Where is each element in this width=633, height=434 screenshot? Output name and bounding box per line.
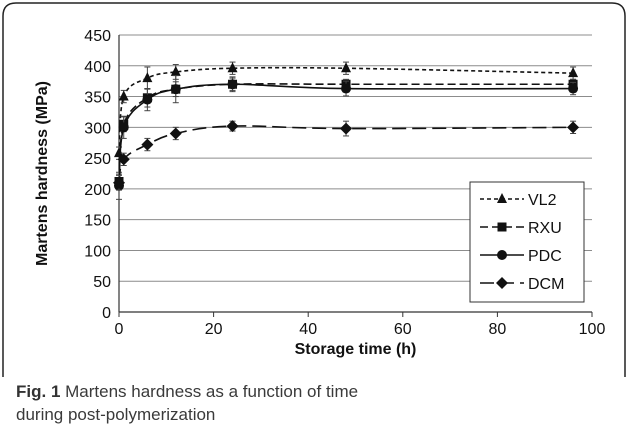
data-point bbox=[169, 127, 182, 140]
legend-box bbox=[469, 181, 585, 303]
data-point bbox=[113, 176, 125, 189]
data-point bbox=[341, 83, 352, 94]
figure-frame: 0 50 100 150 200 250 300 350 400 450 0 20 40 60 80 100 … bbox=[2, 2, 628, 430]
y-tick-label: 200 bbox=[84, 182, 111, 199]
series-line bbox=[118, 66, 574, 154]
data-point bbox=[117, 153, 130, 166]
x-tick-label: 40 bbox=[299, 321, 317, 338]
y-axis-title: Martens hardness (MPa) bbox=[34, 81, 51, 266]
y-tick-label: 50 bbox=[93, 274, 111, 291]
data-point bbox=[227, 79, 238, 90]
data-point bbox=[341, 62, 352, 73]
x-tick-label: 20 bbox=[205, 321, 223, 338]
series-vl2 bbox=[114, 61, 579, 160]
legend-marker bbox=[496, 277, 508, 289]
tick-labels: 0 50 100 150 200 250 300 350 400 450 0 20 40 60 80 100 bbox=[84, 28, 605, 338]
y-tick-label: 250 bbox=[84, 151, 111, 168]
x-tick-label: 80 bbox=[489, 321, 507, 338]
data-point bbox=[568, 67, 579, 78]
data-point bbox=[568, 83, 579, 94]
data-point bbox=[170, 84, 181, 95]
y-tick-label: 450 bbox=[84, 28, 111, 45]
legend: VL2 RXU PDC DCM bbox=[469, 181, 585, 303]
legend-label: DCM bbox=[528, 276, 564, 293]
data-point bbox=[118, 90, 129, 101]
data-point bbox=[114, 147, 124, 158]
legend-label: PDC bbox=[528, 248, 562, 265]
x-tick-label: 100 bbox=[579, 321, 606, 338]
grid bbox=[119, 34, 592, 282]
data-point bbox=[141, 138, 154, 151]
x-tick-label: 60 bbox=[394, 321, 412, 338]
data-point bbox=[226, 120, 239, 133]
legend-marker bbox=[497, 250, 507, 260]
data-point bbox=[567, 121, 580, 134]
series-pdc bbox=[114, 75, 579, 200]
figure-caption: Fig. 1 Martens hardness as a function of… bbox=[16, 380, 376, 426]
y-tick-label: 350 bbox=[84, 90, 111, 107]
data-point bbox=[118, 122, 129, 133]
data-point bbox=[142, 94, 153, 105]
series-layer bbox=[113, 61, 580, 200]
legend-label: VL2 bbox=[528, 192, 557, 209]
y-tick-label: 300 bbox=[84, 120, 111, 137]
x-axis-title: Storage time (h) bbox=[295, 341, 417, 358]
legend-marker bbox=[497, 222, 507, 232]
y-tick-label: 100 bbox=[84, 243, 111, 260]
caption-text: Martens hardness as a function of time d… bbox=[16, 382, 359, 424]
data-point bbox=[142, 72, 153, 83]
data-point bbox=[227, 62, 238, 73]
caption-label: Fig. 1 bbox=[16, 382, 61, 401]
series-dcm bbox=[113, 120, 580, 191]
figure-border bbox=[2, 2, 626, 377]
data-point bbox=[170, 65, 181, 76]
y-tick-label: 150 bbox=[84, 213, 111, 230]
x-tick-label: 0 bbox=[115, 321, 124, 338]
y-tick-label: 400 bbox=[84, 59, 111, 76]
y-tick-label: 0 bbox=[102, 305, 111, 322]
legend-label: RXU bbox=[528, 220, 562, 237]
data-point bbox=[340, 122, 353, 135]
legend-marker bbox=[497, 193, 507, 203]
